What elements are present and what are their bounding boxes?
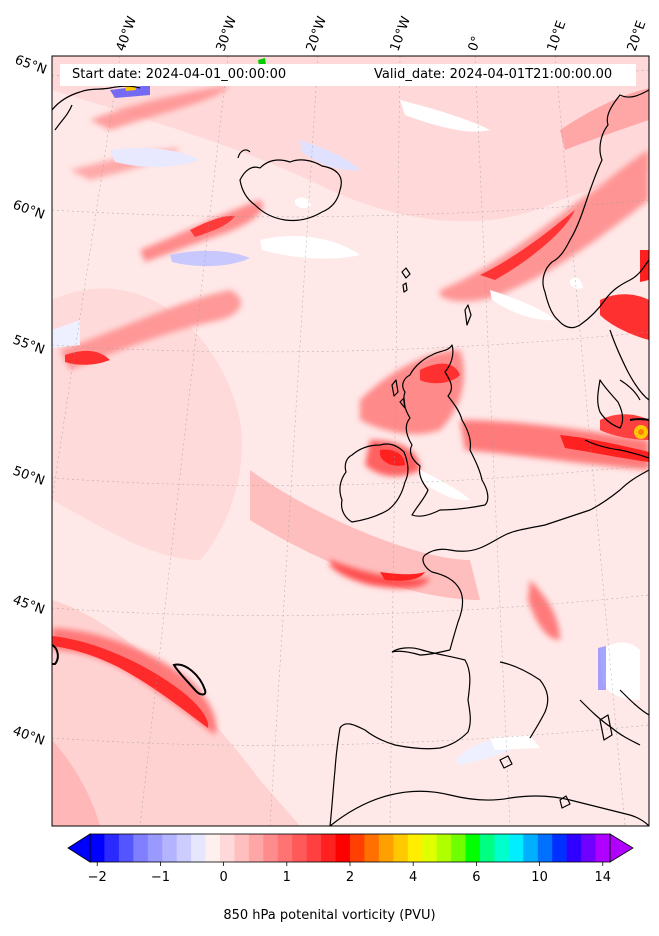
colorbar-cell [494,834,510,862]
coast-north-africa [329,790,649,826]
colorbar-cell [234,834,250,862]
colorbar-cell [306,834,322,862]
colorbar-cell [147,834,163,862]
lon-label: 40°W [114,14,140,53]
colorbar-cell [220,834,235,862]
colorbar-tick-label: 10 [531,870,548,885]
lon-label: 10°E [545,19,570,54]
colorbar-cell [480,834,495,862]
colorbar-cell [537,834,553,862]
colorbar-cell [407,834,423,862]
colorbar-cell [523,834,539,862]
colorbar-cell [581,834,597,862]
lon-label: 30°W [214,14,240,53]
lat-label: 45°N [11,593,47,618]
coast-denmark [597,379,624,429]
lon-label: 20°W [304,14,330,53]
coast-france [422,469,649,651]
coast-norway [542,89,649,329]
colorbar-cell [451,834,467,862]
lat-label: 60°N [11,198,47,223]
colorbar-cells [90,834,611,862]
coast-faroe [401,267,411,279]
colorbar-tick-label: −2 [88,870,107,885]
colorbar-cell [162,834,178,862]
colorbar-tick-label: 0 [219,870,227,885]
coast-ireland [339,443,409,523]
coast-iberia [329,647,471,826]
longitude-labels: 40°W 30°W 20°W 10°W 0° 10°E 20°E [114,14,650,53]
coast-great-britain [402,344,489,517]
pv-field-shading [52,56,649,826]
colorbar-cell [508,834,524,862]
colorbar-tick-label: 6 [472,870,480,885]
colorbar-tick-label: 2 [346,870,354,885]
colorbar-over-arrow [609,833,634,863]
colorbar-tick-label: −1 [151,870,170,885]
start-date-label: Start date: 2024-04-01_00:00:00 [72,67,287,82]
colorbar-cell [133,834,149,862]
lat-label: 50°N [11,464,47,489]
valid-date-label: Valid_date: 2024-04-01T21:00:00.00 [374,67,613,82]
colorbar-cell [595,834,611,862]
colorbar-tick-label: 14 [595,870,612,885]
lon-label: 20°E [625,19,650,54]
graticule [52,56,649,826]
colorbar-cell [292,834,308,862]
map-panel [52,56,649,826]
lon-label: 10°W [388,14,414,53]
colorbar-tick-label: 1 [283,870,291,885]
colorbar-cell [104,834,120,862]
colorbar-cell [263,834,279,862]
colorbar-cell [205,834,221,862]
colorbar-cell [335,834,351,862]
colorbar-cell [248,834,264,862]
colorbar-cell [176,834,192,862]
colorbar-cell [321,834,337,862]
colorbar-cell [378,834,394,862]
colorbar-cell [90,834,105,862]
colorbar-cell [364,834,380,862]
colorbar-ticks: −2 −1 0 1 2 4 6 10 14 [88,862,611,885]
coast-iceland [239,159,342,222]
map-frame [51,55,650,827]
coast-greenland [52,85,141,111]
coastlines [52,85,649,826]
colorbar-cell [465,834,481,862]
lat-label: 65°N [13,53,49,78]
lon-label: 0° [466,34,485,53]
colorbar-cell [566,834,582,862]
colorbar-cell [118,834,134,862]
colorbar-cell [422,834,438,862]
date-header [60,64,636,86]
lat-label: 40°N [11,724,47,749]
colorbar-label: 850 hPa potenital vorticity (PVU) [223,908,436,923]
colorbar-cell [350,834,365,862]
colorbar-cell [277,834,293,862]
colorbar-tick-label: 4 [409,870,417,885]
colorbar: −2 −1 0 1 2 4 6 10 14 [67,833,634,885]
latitude-labels: 65°N 60°N 55°N 50°N 45°N 40°N [11,53,49,749]
colorbar-cell [436,834,452,862]
colorbar-cell [552,834,568,862]
lat-label: 55°N [11,333,47,358]
colorbar-cell [191,834,207,862]
colorbar-under-arrow [67,833,91,863]
colorbar-cell [393,834,409,862]
